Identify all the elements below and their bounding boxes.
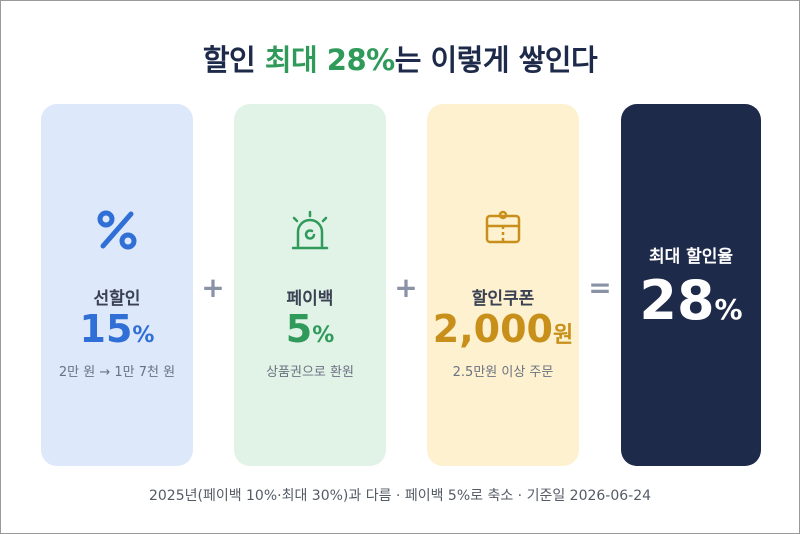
card-label: 페이백 xyxy=(286,289,334,309)
card: 선할인 15% 2만 원 → 1만 7천 원 xyxy=(41,104,193,466)
card-note: 상품권으로 환원 xyxy=(266,365,354,380)
alarm-icon xyxy=(291,210,329,250)
card: 페이백 5% 상품권으로 환원 xyxy=(234,104,386,466)
coupon-icon xyxy=(485,210,521,244)
value: 5 xyxy=(285,307,313,351)
percent-icon xyxy=(97,210,137,250)
value: 28 xyxy=(639,269,715,332)
card: 할인쿠폰 2,000원 2.5만원 이상 주문 xyxy=(427,104,579,466)
card-label: 할인쿠폰 xyxy=(471,289,535,309)
footnote: 2025년(페이백 10%·최대 30%)과 다름 · 페이백 5%로 축소 ·… xyxy=(148,488,652,504)
operator: + xyxy=(394,271,418,304)
value: 2,000 xyxy=(432,307,553,351)
result-label: 최대 할인율 xyxy=(648,247,734,267)
title-highlight: 최대 28% xyxy=(264,43,395,77)
card-label: 선할인 xyxy=(93,289,141,309)
unit: % xyxy=(714,293,743,326)
unit: % xyxy=(312,323,335,348)
title: 할인 최대 28%는 이렇게 쌓인다 xyxy=(1,37,799,79)
result-value: 28% xyxy=(621,269,761,332)
title-part: 는 이렇게 쌓인다 xyxy=(394,43,598,77)
operator: = xyxy=(588,271,612,304)
card-note: 2만 원 → 1만 7천 원 xyxy=(58,365,176,380)
card-value: 2,000원 xyxy=(427,307,579,351)
card-value: 15% xyxy=(41,307,193,351)
unit: % xyxy=(132,323,155,348)
unit: 원 xyxy=(552,323,574,348)
operator: + xyxy=(201,271,225,304)
title-part: 할인 xyxy=(202,43,265,77)
result-card: 최대 할인율 28% xyxy=(621,104,761,466)
card-value: 5% xyxy=(234,307,386,351)
card-note: 2.5만원 이상 주문 xyxy=(452,365,554,380)
value: 15 xyxy=(79,307,133,351)
